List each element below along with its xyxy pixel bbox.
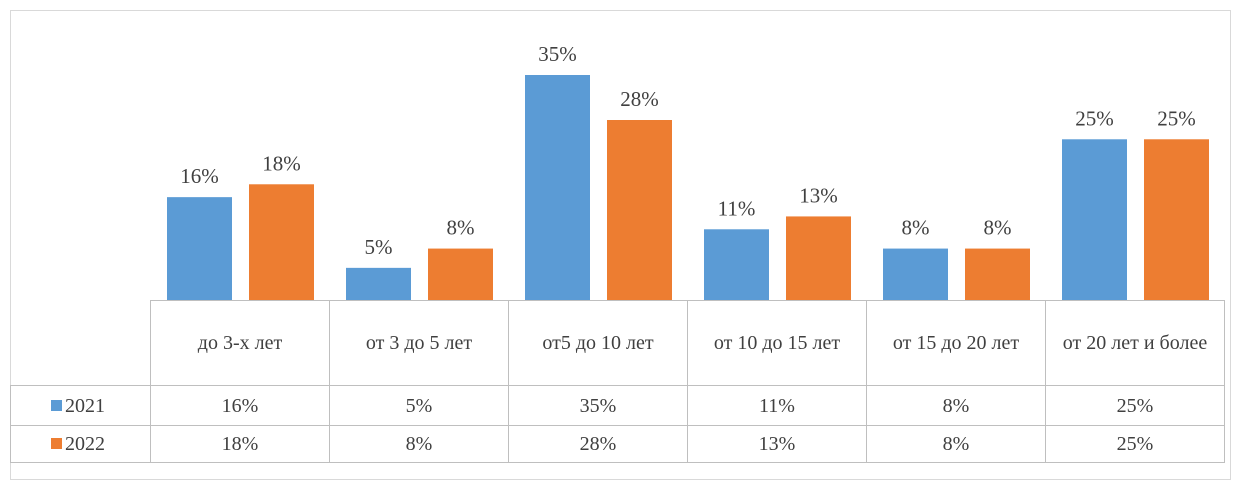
- table-value: 28%: [508, 425, 688, 463]
- bar: [249, 184, 314, 300]
- data-label: 18%: [262, 151, 301, 175]
- table-value: 5%: [329, 385, 509, 426]
- bar: [786, 216, 851, 300]
- data-label: 16%: [180, 164, 219, 188]
- legend-swatch: [51, 438, 62, 449]
- bar: [167, 197, 232, 300]
- table-value: 25%: [1045, 425, 1225, 463]
- bar: [525, 75, 590, 300]
- table-value: 8%: [329, 425, 509, 463]
- series-row: 2021 16% 5% 35% 11% 8% 25%: [10, 385, 1225, 426]
- table-value: 8%: [866, 385, 1046, 426]
- bar: [607, 120, 672, 300]
- data-label: 5%: [365, 235, 393, 259]
- data-table: до 3-х лет от 3 до 5 лет от5 до 10 лет от 1…: [10, 300, 1225, 463]
- data-label: 28%: [620, 87, 659, 111]
- data-label: 11%: [718, 196, 756, 220]
- table-value: 8%: [866, 425, 1046, 463]
- page: {"chart_data": {"type": "bar", "categori…: [10, 10, 1231, 480]
- data-label: 8%: [447, 216, 475, 240]
- bar: [1062, 139, 1127, 300]
- data-label: 35%: [538, 42, 577, 66]
- legend-swatch: [51, 399, 62, 411]
- table-value: 16%: [150, 385, 330, 426]
- bar: [1144, 139, 1209, 300]
- category-label: от 10 до 15 лет: [687, 300, 867, 386]
- data-label: 25%: [1075, 106, 1114, 130]
- header-row: до 3-х лет от 3 до 5 лет от5 до 10 лет от 1…: [10, 300, 1225, 386]
- bar: [704, 229, 769, 300]
- chart: 16% 5% 35% 11% 8% 25% 18% 8% 28% 13% 8% 25%: [167, 42, 1209, 300]
- bar: [428, 248, 493, 300]
- bar: [346, 267, 411, 300]
- table-value: 35%: [508, 385, 688, 426]
- legend-cell: 2021: [10, 385, 151, 426]
- data-label: 8%: [902, 216, 930, 240]
- table-value: 11%: [687, 385, 867, 426]
- table-value: 18%: [150, 425, 330, 463]
- series-row: 2022 18% 8% 28% 13% 8% 25%: [10, 425, 1225, 463]
- legend-cell: 2022: [10, 425, 151, 463]
- bar: [965, 248, 1030, 300]
- legend-label: 2021: [65, 394, 105, 417]
- table-body: до 3-х лет от 3 до 5 лет от5 до 10 лет от 1…: [10, 300, 1225, 463]
- table-value: 13%: [687, 425, 867, 463]
- data-label: 13%: [799, 183, 838, 207]
- category-label: от 20 лет и более: [1045, 300, 1225, 386]
- table-value: 25%: [1045, 385, 1225, 426]
- category-label: от 3 до 5 лет: [329, 300, 509, 386]
- data-label: 25%: [1157, 106, 1196, 130]
- legend-label: 2022: [65, 433, 105, 455]
- bar: [883, 248, 948, 300]
- category-label: от5 до 10 лет: [508, 300, 688, 386]
- data-label: 8%: [984, 216, 1012, 240]
- corner-cell: [10, 300, 151, 386]
- category-label: до 3-х лет: [150, 300, 330, 386]
- category-label: от 15 до 20 лет: [866, 300, 1046, 386]
